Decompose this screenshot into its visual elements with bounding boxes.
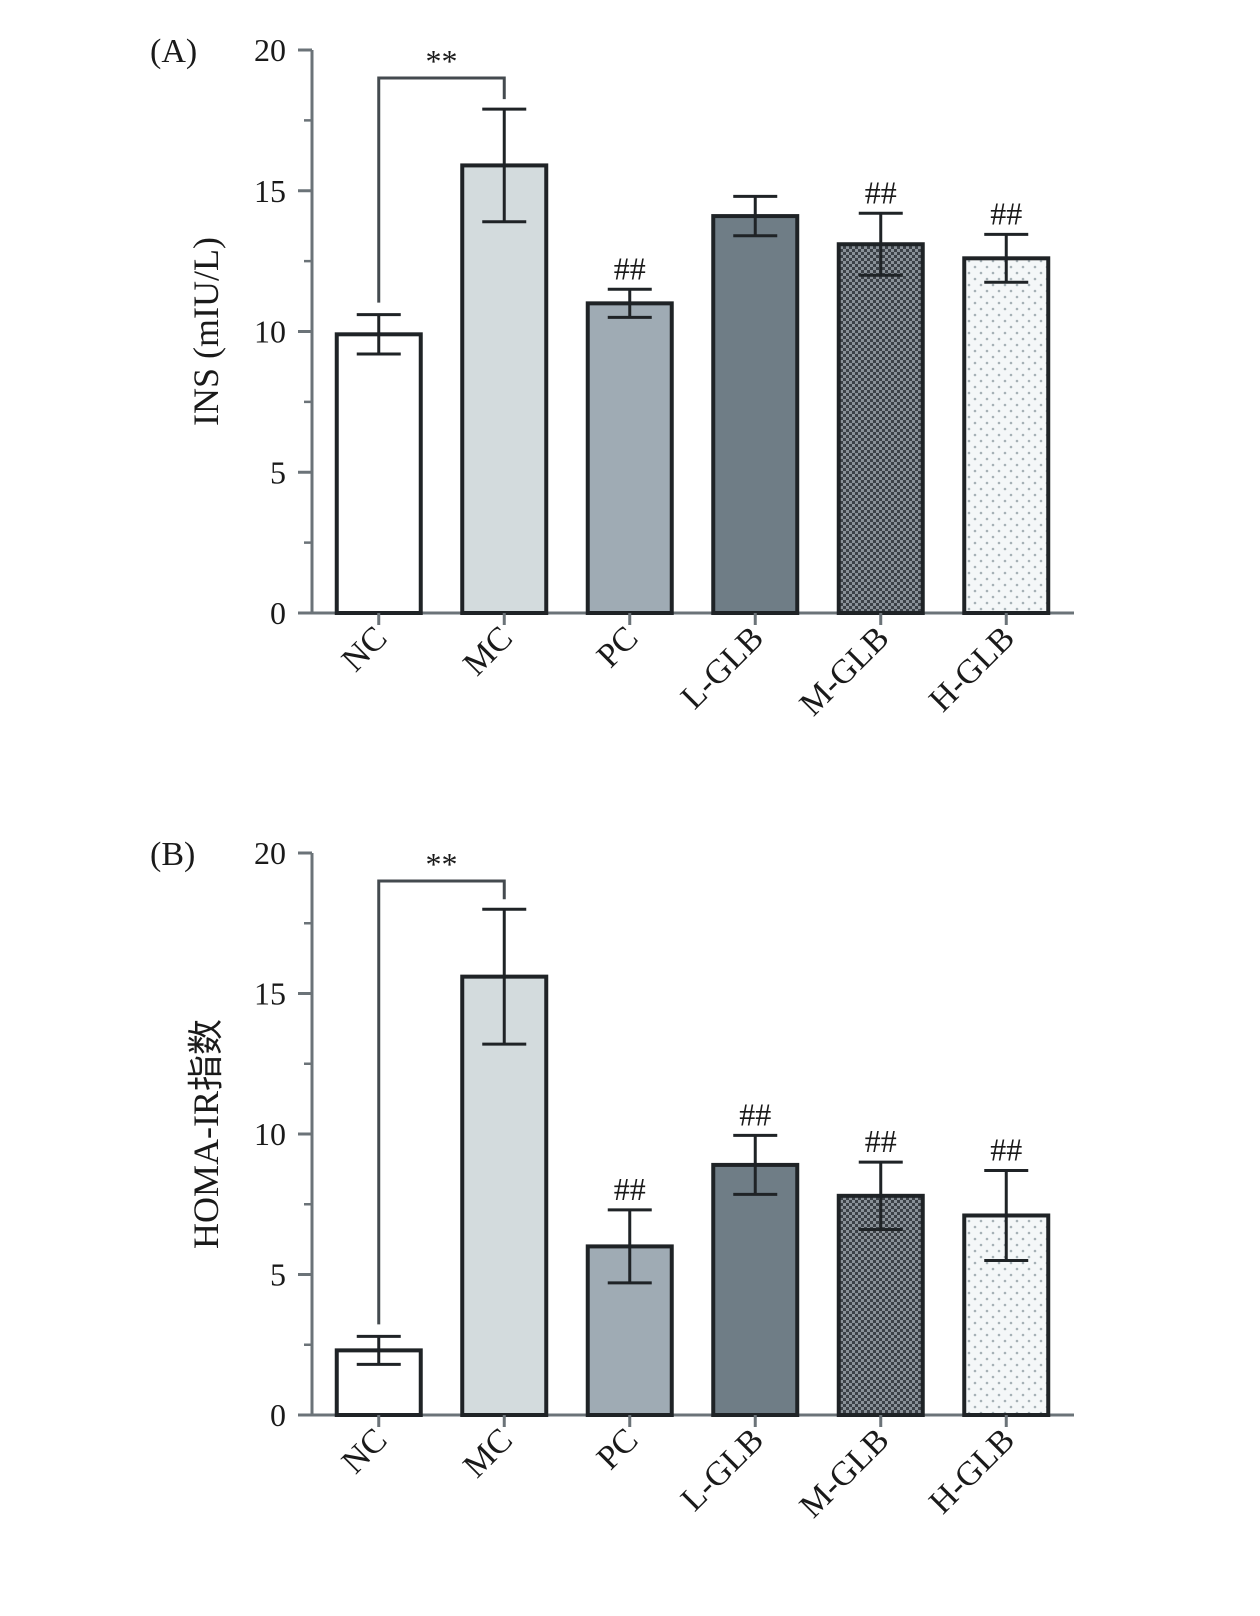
category-label: H-GLB [922,1421,1022,1521]
bar-h-glb [962,1213,1051,1417]
category-label: NC [335,1421,395,1481]
y-tick-label: 10 [254,1116,286,1152]
bar-l-glb [711,214,800,616]
bar-l-glb [711,1162,800,1418]
category-label: NC [335,619,395,679]
y-tick-label: 15 [254,976,286,1012]
panel-label: (B) [150,836,195,873]
y-tick-label: 5 [270,1257,286,1293]
bar-nc [334,332,423,615]
panel-label: (A) [150,33,197,70]
significance-label: ## [614,1171,646,1207]
category-label: L-GLB [674,1421,771,1518]
significance-label: ## [990,195,1022,231]
chart-panel-a: (A) 0 5 10 15 20 INS (mIU/L) NC MC ## PC L-GLB ## M-G… [150,32,1074,723]
y-tick-label: 15 [254,173,286,209]
significance-label: ## [739,1096,771,1132]
bracket-label: ** [426,43,458,79]
bar-h-glb [962,256,1051,615]
y-tick-label: 0 [270,1397,286,1433]
category-label: L-GLB [674,619,771,716]
category-label: H-GLB [922,619,1022,719]
y-tick-label: 10 [254,314,286,350]
bracket-label: ** [426,846,458,882]
bar-m-glb [836,1193,925,1417]
significance-label: ## [865,1123,897,1159]
y-axis-title: HOMA-IR指数 [186,1019,226,1249]
y-tick-label: 0 [270,595,286,631]
bar-m-glb [836,242,925,616]
significance-label: ## [990,1132,1022,1168]
category-label: M-GLB [793,1421,897,1525]
y-tick-label: 20 [254,32,286,68]
y-tick-label: 20 [254,835,286,871]
category-label: PC [590,619,646,675]
significance-label: ## [614,250,646,286]
category-label: PC [590,1421,646,1477]
y-axis-title: INS (mIU/L) [186,237,226,426]
category-label: MC [456,1421,520,1485]
significance-bracket [377,879,506,1325]
y-tick-label: 5 [270,454,286,490]
bar-pc [585,301,674,615]
category-label: MC [456,619,520,683]
significance-label: ## [865,174,897,210]
significance-bracket [377,76,506,303]
chart-panel-b: (B) 0 5 10 15 20 HOMA-IR指数 NC MC ## PC ## L-GLB ## M-G… [150,835,1074,1525]
bar-mc [460,163,549,615]
category-label: M-GLB [793,619,897,723]
